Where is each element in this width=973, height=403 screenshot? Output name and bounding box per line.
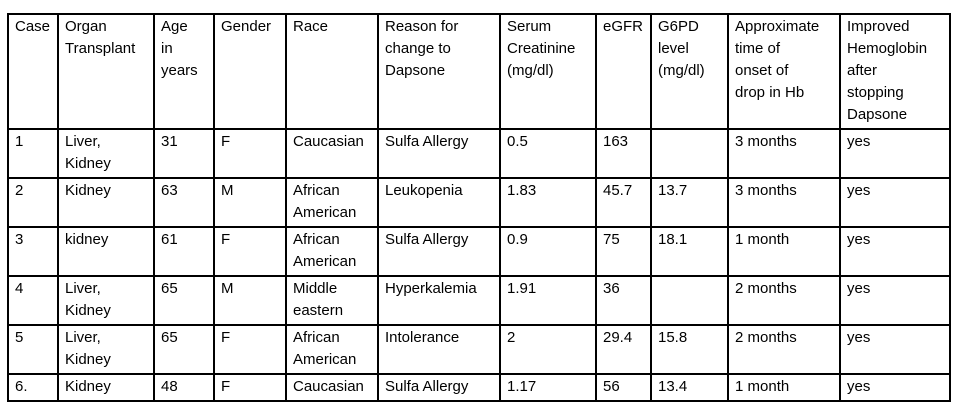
cell-case: 1 (7, 128, 59, 179)
cell-onset-time: 3 months (727, 128, 841, 179)
cell-gender: F (213, 373, 287, 402)
table-row: 5 Liver, Kidney 65 F African American In… (7, 324, 951, 375)
cell-onset-time: 3 months (727, 177, 841, 228)
cell-age: 65 (153, 275, 215, 326)
column-header-case: Case (7, 13, 59, 130)
cell-race: Caucasian (285, 128, 379, 179)
table-row: 2 Kidney 63 M African American Leukopeni… (7, 177, 951, 228)
cell-g6pd-level: 13.7 (650, 177, 729, 228)
cell-race: African American (285, 226, 379, 277)
column-header-organ-transplant: Organ Transplant (57, 13, 155, 130)
column-header-race: Race (285, 13, 379, 130)
cell-improved-hb: yes (839, 324, 951, 375)
cell-egfr: 45.7 (595, 177, 652, 228)
cell-reason: Sulfa Allergy (377, 373, 501, 402)
cell-case: 4 (7, 275, 59, 326)
cell-organ-transplant: Liver, Kidney (57, 128, 155, 179)
cell-gender: F (213, 324, 287, 375)
cell-egfr: 56 (595, 373, 652, 402)
cell-serum-creatinine: 0.5 (499, 128, 597, 179)
cell-improved-hb: yes (839, 177, 951, 228)
cell-improved-hb: yes (839, 275, 951, 326)
cell-age: 61 (153, 226, 215, 277)
table-row: 6. Kidney 48 F Caucasian Sulfa Allergy 1… (7, 373, 951, 402)
cell-reason: Sulfa Allergy (377, 128, 501, 179)
column-header-g6pd-level: G6PD level (mg/dl) (650, 13, 729, 130)
cell-organ-transplant: Liver, Kidney (57, 324, 155, 375)
column-header-onset-time: Approximate time of onset of drop in Hb (727, 13, 841, 130)
cell-age: 63 (153, 177, 215, 228)
cell-organ-transplant: kidney (57, 226, 155, 277)
column-header-improved-hb: Improved Hemoglobin after stopping Dapso… (839, 13, 951, 130)
column-header-egfr: eGFR (595, 13, 652, 130)
cell-g6pd-level (650, 128, 729, 179)
cell-organ-transplant: Liver, Kidney (57, 275, 155, 326)
cell-serum-creatinine: 1.91 (499, 275, 597, 326)
cell-gender: F (213, 128, 287, 179)
cell-onset-time: 1 month (727, 373, 841, 402)
cell-serum-creatinine: 1.17 (499, 373, 597, 402)
column-header-serum-creatinine: Serum Creatinine (mg/dl) (499, 13, 597, 130)
cell-age: 65 (153, 324, 215, 375)
cell-age: 48 (153, 373, 215, 402)
table-row: 4 Liver, Kidney 65 M Middle eastern Hype… (7, 275, 951, 326)
cell-reason: Hyperkalemia (377, 275, 501, 326)
cell-egfr: 163 (595, 128, 652, 179)
cell-race: Caucasian (285, 373, 379, 402)
cell-egfr: 29.4 (595, 324, 652, 375)
cell-g6pd-level: 18.1 (650, 226, 729, 277)
cell-g6pd-level: 13.4 (650, 373, 729, 402)
cell-reason: Intolerance (377, 324, 501, 375)
cell-age: 31 (153, 128, 215, 179)
cell-serum-creatinine: 1.83 (499, 177, 597, 228)
cell-gender: M (213, 177, 287, 228)
cell-reason: Sulfa Allergy (377, 226, 501, 277)
cell-onset-time: 2 months (727, 324, 841, 375)
cell-serum-creatinine: 2 (499, 324, 597, 375)
cell-case: 2 (7, 177, 59, 228)
cell-race: Middle eastern (285, 275, 379, 326)
cell-egfr: 75 (595, 226, 652, 277)
cell-race: African American (285, 324, 379, 375)
cell-onset-time: 1 month (727, 226, 841, 277)
cell-organ-transplant: Kidney (57, 373, 155, 402)
case-table: Case Organ Transplant Age in years Gende… (7, 13, 951, 402)
cell-case: 3 (7, 226, 59, 277)
cell-improved-hb: yes (839, 373, 951, 402)
cell-gender: F (213, 226, 287, 277)
table-row: 3 kidney 61 F African American Sulfa All… (7, 226, 951, 277)
cell-gender: M (213, 275, 287, 326)
cell-g6pd-level (650, 275, 729, 326)
cell-reason: Leukopenia (377, 177, 501, 228)
column-header-gender: Gender (213, 13, 287, 130)
cell-onset-time: 2 months (727, 275, 841, 326)
cell-case: 5 (7, 324, 59, 375)
cell-organ-transplant: Kidney (57, 177, 155, 228)
header-row: Case Organ Transplant Age in years Gende… (7, 13, 951, 130)
column-header-age: Age in years (153, 13, 215, 130)
table-row: 1 Liver, Kidney 31 F Caucasian Sulfa All… (7, 128, 951, 179)
cell-improved-hb: yes (839, 226, 951, 277)
cell-improved-hb: yes (839, 128, 951, 179)
cell-case: 6. (7, 373, 59, 402)
cell-race: African American (285, 177, 379, 228)
cell-serum-creatinine: 0.9 (499, 226, 597, 277)
cell-egfr: 36 (595, 275, 652, 326)
column-header-reason: Reason for change to Dapsone (377, 13, 501, 130)
cell-g6pd-level: 15.8 (650, 324, 729, 375)
